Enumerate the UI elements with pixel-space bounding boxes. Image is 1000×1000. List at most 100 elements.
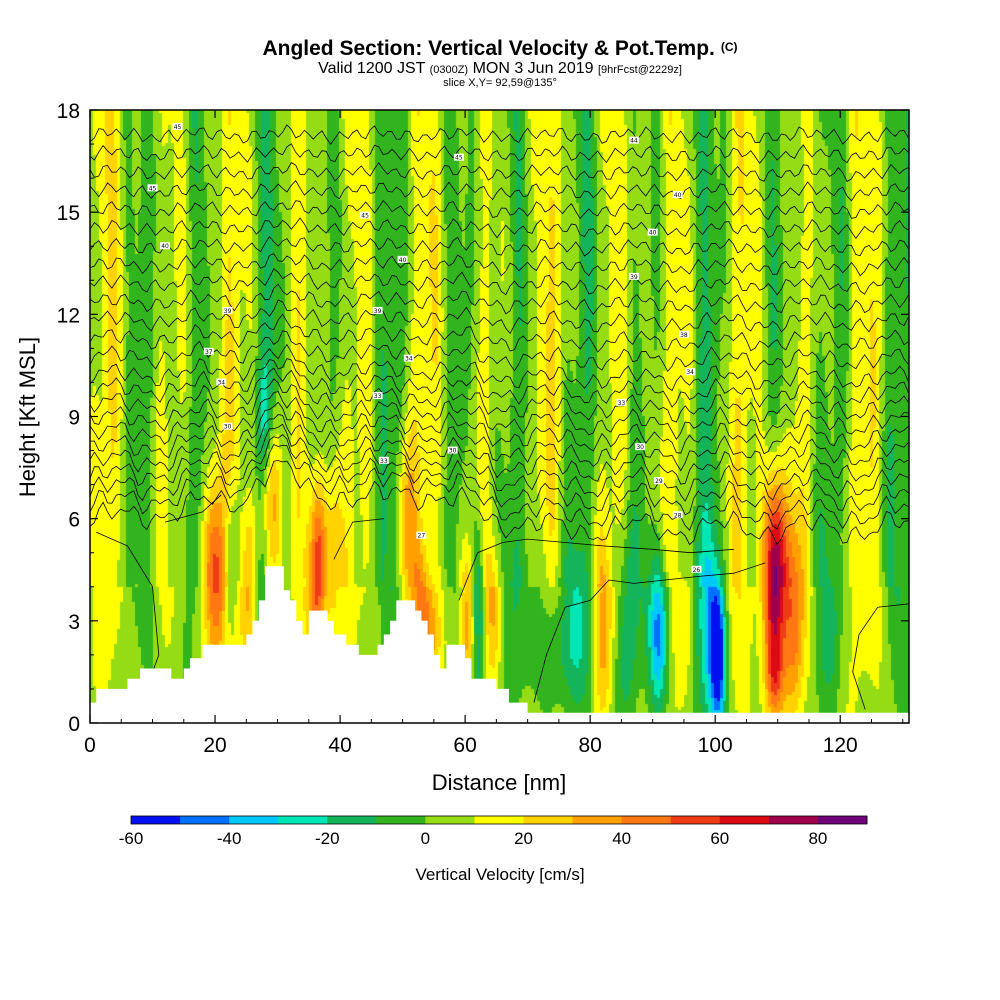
isentrope-line: [90, 343, 909, 392]
title-unit: (C): [720, 40, 738, 54]
isentrope-label-text: 45: [174, 124, 182, 131]
isentrope-line: [90, 180, 909, 202]
isentrope-label: 45: [360, 211, 371, 220]
x-tick-label: 120: [823, 734, 858, 757]
isentrope-line: [90, 378, 909, 440]
isentrope-label: 34: [216, 378, 227, 386]
x-tick-label: 80: [578, 734, 601, 757]
isentrope-label-text: 40: [649, 230, 657, 237]
colorbar-swatch: [327, 816, 377, 824]
colorbar-tick-label: -60: [119, 829, 144, 848]
isentrope-line: [90, 330, 909, 373]
isentrope-label: 40: [397, 255, 408, 264]
x-axis-label: Distance [nm]: [432, 770, 567, 795]
isentrope-label-text: 37: [205, 349, 213, 356]
isentrope-label-text: 39: [630, 274, 638, 281]
isentrope-label-text: 40: [399, 257, 407, 264]
isentrope-label-text: 28: [674, 512, 682, 519]
isentrope-line: [90, 460, 909, 546]
x-tick-label: 40: [328, 734, 351, 757]
contour-layer: 45 45 40 39 37 34 30 45 45 40 39 34 33 33 30 27 44 40 40 39…: [90, 123, 909, 723]
colorbar-swatch: [278, 816, 328, 824]
y-tick-label: 3: [68, 611, 80, 634]
isentrope-label-text: 45: [361, 213, 369, 220]
isentrope-line: [90, 367, 909, 423]
colorbar-tick-label: -40: [217, 829, 242, 848]
forecast-info: [9hrFcst@2229z]: [597, 64, 682, 76]
isentrope-line: [90, 283, 909, 315]
isentrope-line: [90, 313, 909, 353]
isentrope-label: 44: [628, 136, 639, 145]
axes: 0 20 40 60 80 100 120 0 3 6 9 12 15 18: [57, 100, 909, 757]
colorbar-swatch: [817, 816, 868, 824]
isentrope-label-text: 34: [217, 379, 225, 386]
isentrope-line: [90, 217, 909, 239]
isentrope-label-text: 45: [149, 185, 157, 192]
isentrope-label-text: 29: [655, 478, 663, 485]
colorbar-label: Vertical Velocity [cm/s]: [415, 865, 584, 884]
colorbar-tick-label: 40: [612, 829, 631, 848]
isentrope-label: 28: [672, 511, 683, 519]
isentrope-label: 40: [672, 191, 683, 199]
colorbar-swatch: [425, 816, 475, 824]
isentrope-label-text: 26: [693, 567, 701, 574]
isentrope-label: 39: [222, 306, 233, 315]
isentrope-label-text: 30: [449, 448, 457, 455]
colorbar-swatch: [180, 816, 230, 824]
isentrope-label: 40: [647, 228, 658, 237]
colorbar: -60 -40 -20 0 20 40 60 80: [119, 815, 868, 848]
y-tick-label: 0: [68, 713, 80, 736]
colorbar-swatch: [768, 816, 819, 824]
y-tick-label: 9: [68, 407, 80, 430]
isentrope-line: [164, 494, 222, 523]
isentrope-label-text: 30: [636, 444, 644, 451]
valid-prefix: Valid 1200 JST: [318, 60, 426, 77]
y-axis-label: Height [Kft MSL]: [15, 337, 40, 497]
colorbar-swatch: [572, 816, 623, 824]
y-tick-label: 6: [68, 509, 80, 532]
isentrope-line: [90, 199, 909, 221]
isentrope-line: [90, 253, 909, 277]
isentrope-label: 39: [628, 272, 639, 281]
isentrope-label-text: 38: [680, 332, 688, 339]
isentrope-line: [90, 143, 909, 164]
slice-info: slice X,Y= 92,59@135°: [443, 77, 557, 89]
isentrope-label: 45: [453, 153, 464, 162]
isentrope-label: 26: [691, 565, 702, 574]
isentrope-label: 45: [172, 123, 183, 131]
isentrope-line: [333, 518, 384, 560]
isentrope-label-text: 33: [374, 393, 382, 400]
isentrope-label: 34: [685, 368, 696, 376]
isentrope-label-text: 34: [405, 356, 413, 363]
chart-title: Angled Section: Vertical Velocity & Pot.…: [0, 37, 1000, 61]
colorbar-swatch: [523, 816, 574, 824]
isentrope-label: 30: [635, 443, 646, 451]
isentrope-label: 30: [222, 422, 233, 431]
isentrope-line: [90, 299, 909, 335]
isentrope-label-text: 39: [224, 308, 232, 315]
isentrope-label-text: 44: [630, 138, 638, 145]
isentrope-label-text: 40: [674, 192, 682, 199]
isentrope-label-text: 39: [374, 308, 382, 315]
isentrope-label: 38: [678, 330, 689, 339]
isentrope-label-text: 40: [161, 243, 169, 250]
colorbar-tick-label: 20: [514, 829, 533, 848]
isentrope-line: [90, 423, 909, 502]
isentrope-label: 30: [447, 446, 458, 455]
isentrope-line: [90, 268, 909, 296]
colorbar-swatch: [229, 816, 279, 824]
isentrope-line: [852, 603, 909, 710]
x-tick-label: 20: [203, 734, 226, 757]
isentrope-line: [90, 162, 909, 183]
y-tick-label: 15: [57, 202, 80, 225]
isentrope-label-text: 33: [380, 458, 388, 465]
isentrope-line: [533, 562, 766, 703]
isentrope-label: 37: [203, 347, 214, 356]
terrain: [90, 566, 909, 723]
isentrope-label: 40: [160, 242, 171, 250]
isentrope-line: [90, 124, 909, 145]
isentrope-label: 33: [378, 456, 389, 465]
isentrope-label-text: 27: [418, 533, 426, 540]
isentrope-label-text: 45: [455, 155, 463, 162]
